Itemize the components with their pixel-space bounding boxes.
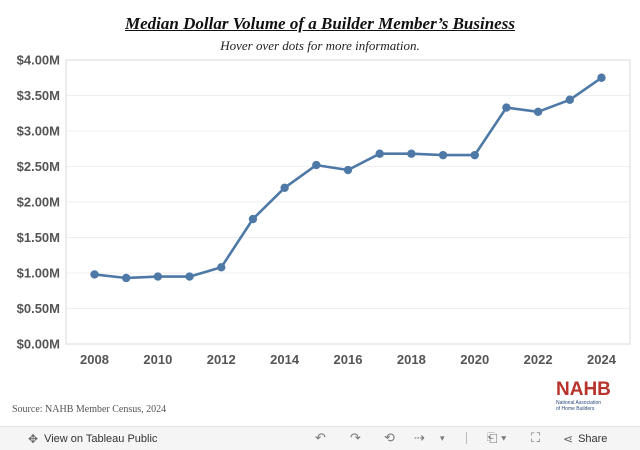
logo-mark: NAHB <box>556 379 611 400</box>
data-point-2017[interactable] <box>375 149 384 158</box>
data-points <box>90 73 606 283</box>
nahb-logo: NAHB National Association of Home Builde… <box>556 380 628 420</box>
tableau-icon: ✥ <box>28 432 39 446</box>
revert-icon[interactable]: ⟲ <box>384 430 395 445</box>
fullscreen-icon[interactable]: ⛶ <box>531 430 541 445</box>
share-label: Share <box>578 433 608 445</box>
data-point-2014[interactable] <box>280 183 289 192</box>
chart-subtitle: Hover over dots for more information. <box>220 38 420 53</box>
comment-icon[interactable]: ⎗ ▾ <box>487 430 507 445</box>
data-point-2008[interactable] <box>90 270 99 279</box>
x-tick-label: 2016 <box>334 352 363 367</box>
y-tick-label: $3.50M <box>17 88 60 103</box>
y-tick-label: $2.00M <box>17 195 60 210</box>
y-tick-labels: $0.00M $0.50M $1.00M $1.50M $2.00M $2.50M $3.0… <box>17 53 60 352</box>
data-point-2022[interactable] <box>533 107 543 117</box>
data-point-2020[interactable] <box>470 150 479 160</box>
data-point-2018[interactable] <box>407 149 416 158</box>
toolbar-divider <box>466 432 467 444</box>
x-tick-labels: 2008 2010 2012 2014 2016 2018 2020 2022 2024 <box>80 352 617 367</box>
view-on-tableau-button[interactable]: ✥ View on Tableau Public <box>28 432 157 446</box>
x-tick-label: 2020 <box>460 352 489 367</box>
data-point-2016[interactable] <box>343 165 353 175</box>
data-point-2009[interactable] <box>122 273 131 283</box>
data-point-2011[interactable] <box>185 272 194 281</box>
x-tick-label: 2008 <box>80 352 109 367</box>
undo-icon[interactable]: ↶ <box>315 430 326 445</box>
chart-title: Median Dollar Volume of a Builder Member… <box>125 14 515 33</box>
x-tick-label: 2012 <box>207 352 236 367</box>
tableau-toolbar: ✥ View on Tableau Public ↶ ↷ ⟲ ⇢ ▾ ⎗ ▾ ⛶… <box>0 426 640 450</box>
x-tick-label: 2022 <box>524 352 553 367</box>
data-point-2023[interactable] <box>565 95 574 104</box>
data-point-2012[interactable] <box>217 263 226 272</box>
y-tick-label: $2.50M <box>17 159 60 174</box>
data-point-2015[interactable] <box>312 160 321 170</box>
redo-icon[interactable]: ↷ <box>350 430 361 445</box>
axes <box>65 59 631 345</box>
line-chart: $0.00M $0.50M $1.00M $1.50M $2.00M $2.50M $3.0… <box>17 53 631 367</box>
series-line-layer <box>94 76 603 280</box>
y-tick-label: $3.00M <box>17 124 60 139</box>
view-on-tableau-label: View on Tableau Public <box>44 433 158 445</box>
y-tick-label: $1.00M <box>17 266 60 281</box>
data-point-2013[interactable] <box>248 214 258 224</box>
pause-icon[interactable]: ▾ <box>440 433 445 443</box>
x-tick-label: 2024 <box>587 352 617 367</box>
plot-frame <box>65 59 631 345</box>
x-tick-label: 2014 <box>270 352 300 367</box>
logo-line-1: National Association <box>556 400 602 406</box>
logo-line-2: of Home Builders <box>556 406 595 412</box>
series-line <box>94 76 603 280</box>
data-point-2019[interactable] <box>438 150 448 160</box>
data-point-2021[interactable] <box>502 103 511 112</box>
share-icon: ⋖ <box>563 432 574 446</box>
source-note: Source: NAHB Member Census, 2024 <box>12 404 167 415</box>
data-point-2010[interactable] <box>153 272 163 281</box>
share-button[interactable]: ⋖ Share <box>563 432 607 446</box>
refresh-icon[interactable]: ⇢ <box>414 430 425 445</box>
x-tick-label: 2010 <box>143 352 172 367</box>
y-tick-label: $1.50M <box>17 230 60 245</box>
y-tick-label: $0.50M <box>17 301 60 316</box>
y-tick-label: $4.00M <box>17 53 60 68</box>
y-tick-label: $0.00M <box>17 337 60 352</box>
x-tick-label: 2018 <box>397 352 426 367</box>
data-point-2024[interactable] <box>597 73 606 82</box>
